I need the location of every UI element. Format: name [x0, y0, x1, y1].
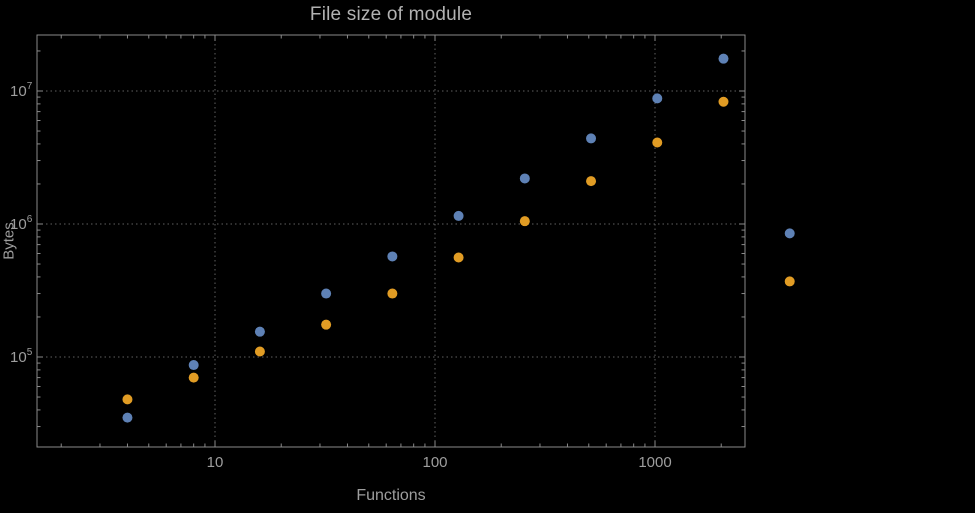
point-orange	[387, 288, 398, 299]
point-orange	[519, 216, 530, 227]
y-axis-label: Bytes	[0, 222, 18, 260]
point-blue	[718, 53, 729, 64]
point-blue	[784, 228, 795, 239]
point-orange	[321, 319, 332, 330]
x-tick-label: 1000	[638, 454, 671, 471]
point-blue	[254, 326, 265, 337]
point-orange	[586, 176, 597, 187]
point-blue	[586, 133, 597, 144]
x-tick-label: 10	[207, 454, 224, 471]
point-blue	[122, 412, 133, 423]
point-blue	[387, 251, 398, 262]
point-orange	[453, 252, 464, 263]
y-tick-label: 107	[10, 81, 33, 100]
x-tick-label: 100	[422, 454, 447, 471]
x-axis-label: Functions	[356, 487, 426, 504]
point-orange	[718, 96, 729, 107]
point-orange	[188, 372, 199, 383]
point-blue	[652, 93, 663, 104]
point-orange	[122, 394, 133, 405]
point-blue	[519, 173, 530, 184]
point-orange	[784, 276, 795, 287]
point-orange	[652, 137, 663, 148]
y-tick-label: 105	[10, 347, 33, 366]
point-blue	[188, 360, 199, 371]
point-blue	[321, 288, 332, 299]
point-orange	[254, 346, 265, 357]
point-blue	[453, 210, 464, 221]
y-tick-label: 106	[10, 214, 33, 233]
chart-title: File size of module	[309, 4, 473, 25]
plot-frame	[36, 34, 746, 448]
